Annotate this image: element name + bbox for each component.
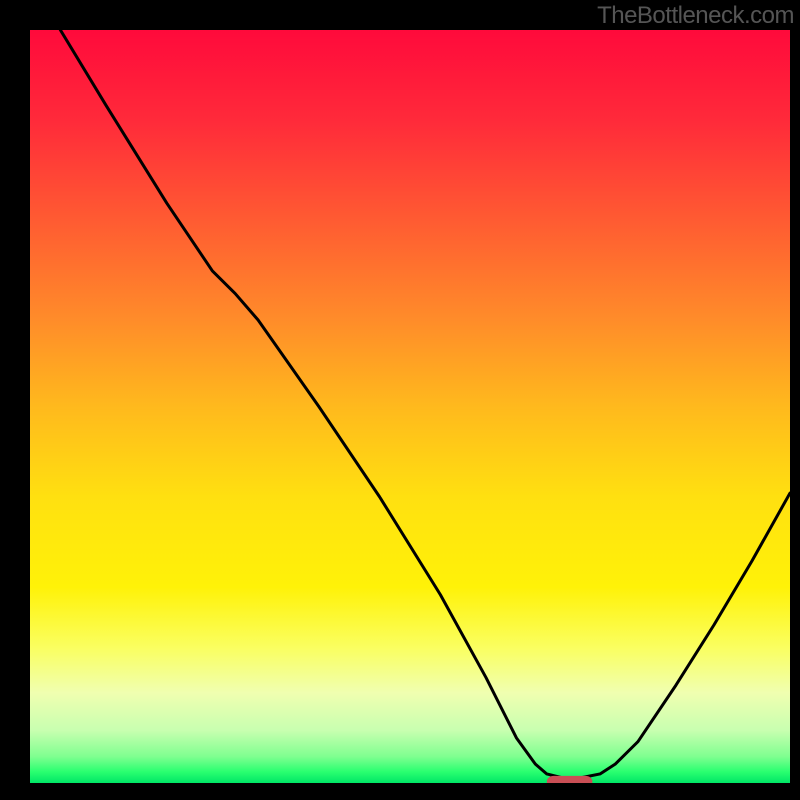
frame-right [790,0,800,800]
frame-left [0,0,30,800]
watermark-text: TheBottleneck.com [597,2,794,30]
gradient-background [30,30,790,783]
bottleneck-chart: TheBottleneck.com [0,0,800,800]
chart-svg [0,0,800,800]
frame-bottom [0,783,800,800]
